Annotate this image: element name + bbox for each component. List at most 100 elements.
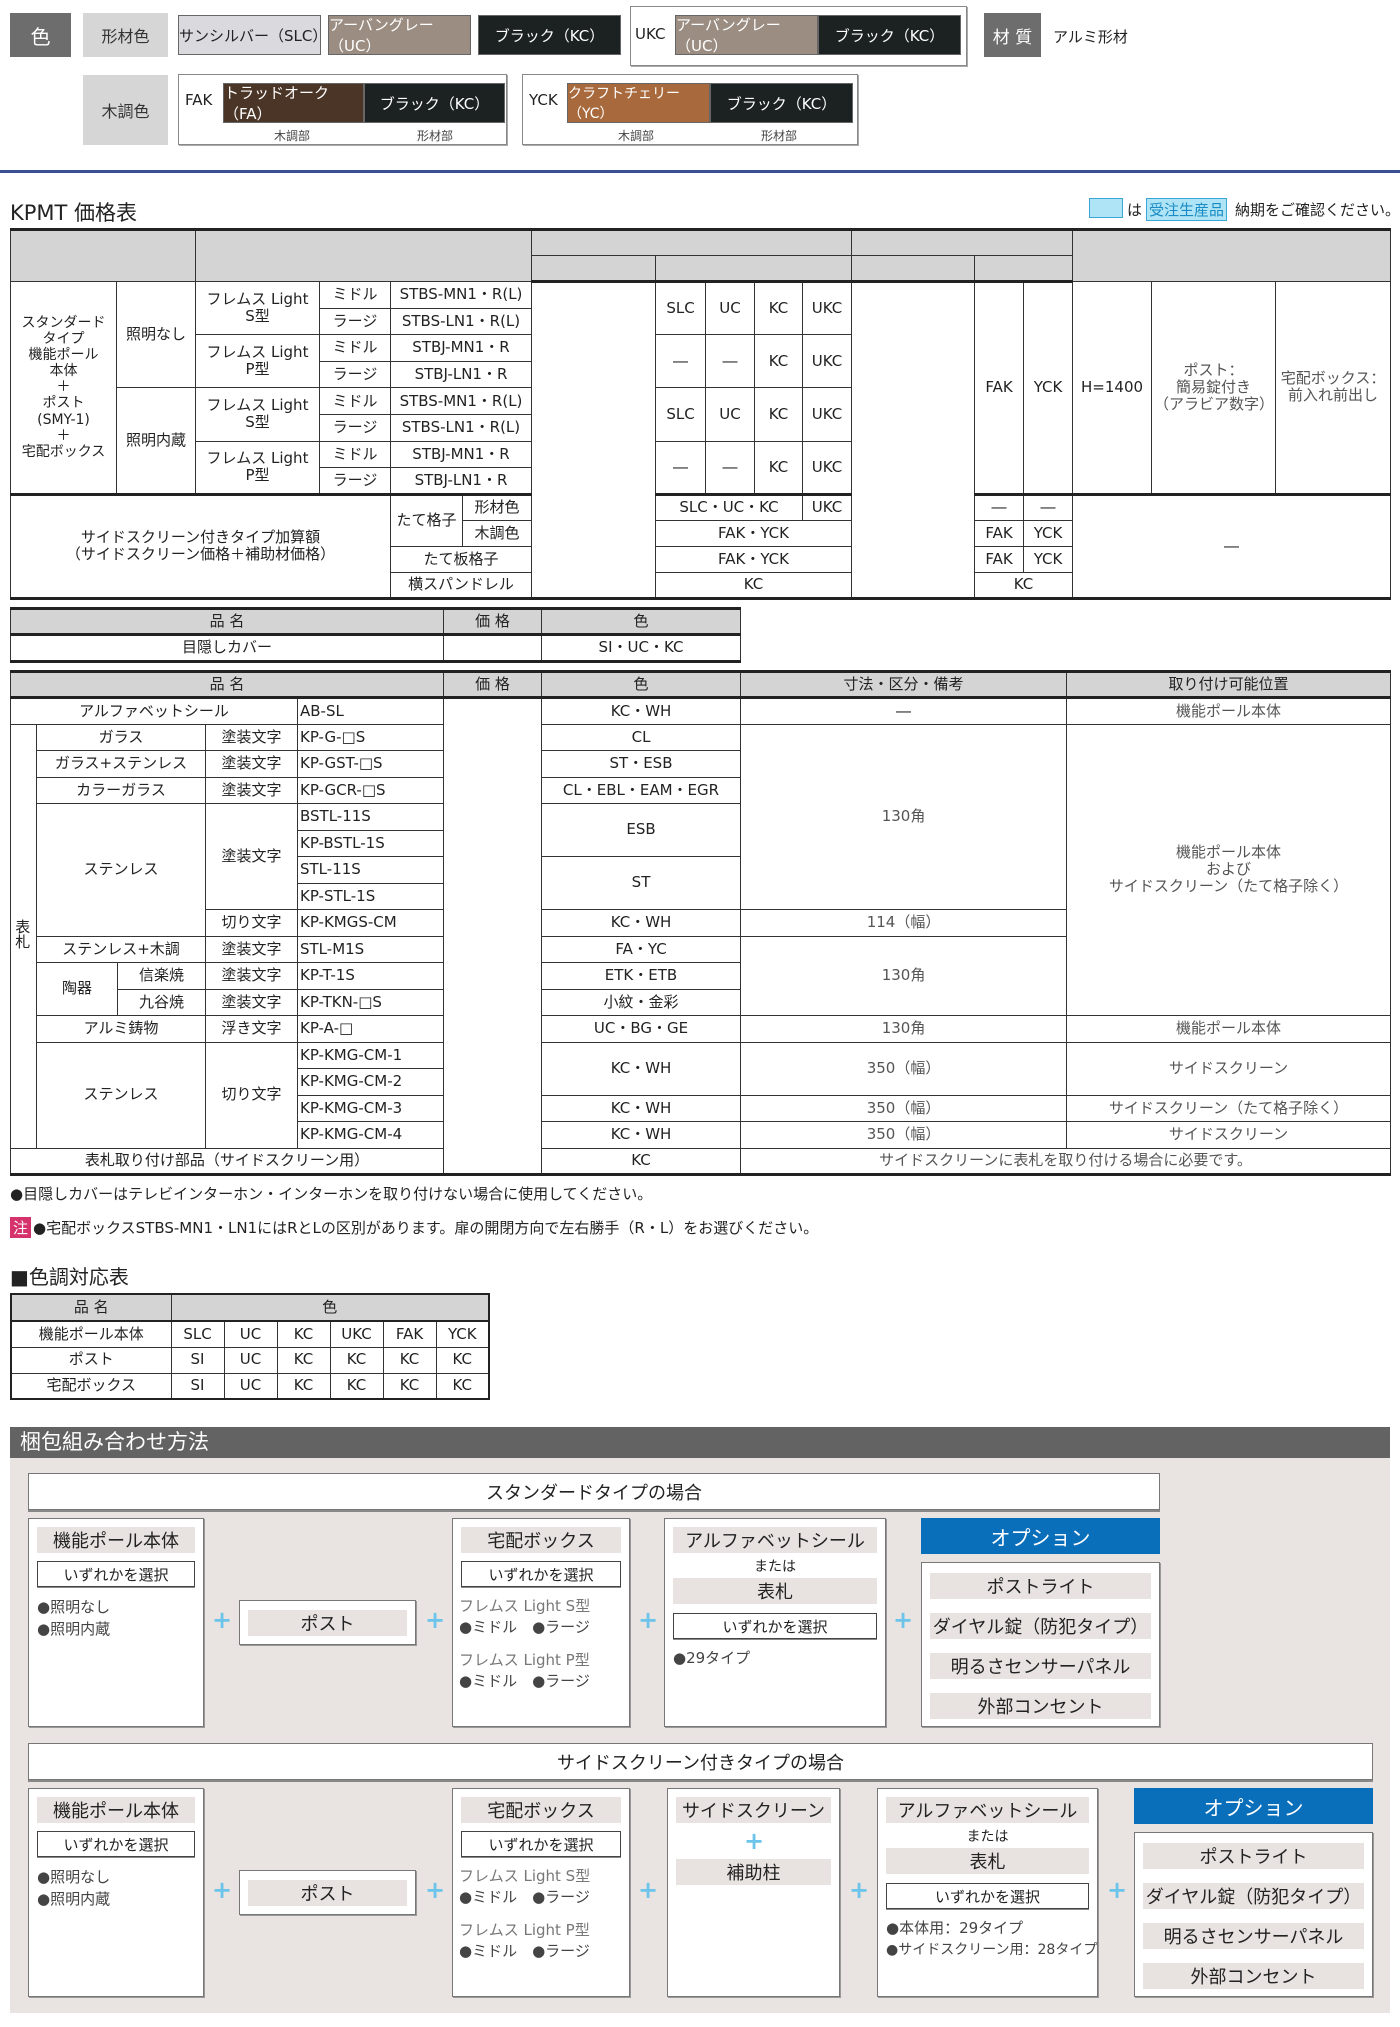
model-code: STBS-LN1・R(L) [390, 307, 532, 336]
color-cell: CL [541, 723, 742, 751]
yck-frame-part: 形材部 [761, 129, 798, 143]
tone-table: 品 名色 機能ポール本体 SLC UC KC UKC FAK YCK ポスト SI UC KC KC… [10, 1293, 491, 1400]
color-cell: FAK [974, 545, 1024, 573]
tone-cell: UC [223, 1372, 278, 1400]
color-cell: ETK・ETB [541, 962, 742, 990]
post-note-cell: ポスト： 簡易錠付き （アラビア数字） [1151, 281, 1277, 495]
lettering-cell: 塗装文字 [205, 962, 298, 990]
tone-cell: UKC [329, 1320, 384, 1348]
plus-icon: + [425, 1606, 446, 1634]
spec-cell: 130角 [740, 723, 1068, 910]
wood-price-cell [851, 281, 975, 599]
alphabet-select: いずれかを選択 [886, 1883, 1089, 1909]
color-cell: SLC・UC・KC [655, 493, 803, 521]
tone-row-name: 機能ポール本体 [10, 1320, 172, 1348]
model-code: KP-KMG-CM-3 [296, 1094, 445, 1122]
header-delivery-box [195, 229, 532, 282]
model-code: KP-KMG-CM-1 [296, 1041, 445, 1069]
model-code: KP-A-□ [296, 1015, 445, 1043]
spec-cell: 130角 [740, 1015, 1068, 1043]
header-name: 品 名 [10, 1293, 172, 1322]
color-cell: ― [705, 334, 755, 389]
nameplate-title: 表札 [886, 1848, 1089, 1874]
model-code: KP-TKN-□S [296, 988, 445, 1016]
legend-text: 納期をご確認ください。 [1235, 201, 1400, 219]
model-s-cell: フレムス Light S型 [195, 280, 320, 336]
color-cell: KC [655, 571, 852, 599]
option-box: ポストライト ダイヤル錠（防犯タイプ） 明るさセンサーパネル 外部コンセント [921, 1562, 1160, 1727]
alphabet-box: アルファベットシール または 表札 いずれかを選択 ●29タイプ [664, 1518, 886, 1727]
yck-code: YCK [529, 91, 558, 109]
box-note-cell: 宅配ボックス： 前入れ前出し [1275, 281, 1392, 495]
item-subname: 九谷焼 [117, 988, 206, 1016]
post-title: ポスト [248, 1610, 407, 1636]
color-cell: ― [655, 440, 706, 495]
tone-cell: YCK [435, 1320, 490, 1348]
tone-cell: KC [382, 1372, 437, 1400]
plus-icon: + [212, 1606, 233, 1634]
swatch-ukc-kc: ブラック（KC） [818, 15, 961, 55]
aux-post-title: 補助柱 [676, 1859, 831, 1885]
color-cell: KC [754, 387, 803, 442]
tone-cell: KC [276, 1372, 331, 1400]
vertical-board-lattice-cell: たて板格子 [390, 545, 532, 573]
box-p-type: フレムス Light P型 [459, 1651, 590, 1669]
color-cell: KC・WH [541, 909, 742, 937]
caution-badge: 注 [10, 1217, 32, 1238]
delivery-box-select: いずれかを選択 [461, 1561, 621, 1587]
color-section-label: 色 [10, 13, 71, 57]
model-code: STBJ-MN1・R [390, 440, 532, 469]
color-cell: ― [655, 334, 706, 389]
side-screen-type-banner: サイドスクリーン付きタイプの場合 [28, 1743, 1373, 1780]
model-code: KP-T-1S [296, 962, 445, 990]
swatch-uc: アーバングレー（UC） [328, 15, 471, 55]
color-cell: YCK [1022, 545, 1074, 573]
header-ext-color [655, 255, 852, 283]
size-cell: ミドル [319, 281, 391, 309]
post-title: ポスト [248, 1880, 407, 1906]
lettering-cell: 塗装文字 [205, 750, 298, 778]
pole-option: ●照明なし [37, 1598, 111, 1616]
yck-wood-part: 木調部 [618, 129, 655, 143]
fak-group: FAK トラッドオーク（FA） ブラック（KC） 木調部 形材部 [178, 74, 507, 145]
header-spec: 寸法・区分・備考 [740, 671, 1068, 699]
color-cell: CL・EBL・EAM・EGR [541, 776, 742, 804]
color-cell: ― [705, 440, 755, 495]
color-cell: FAK・YCK [655, 545, 852, 573]
lettering-cell: 塗装文字 [205, 988, 298, 1016]
tone-cell: KC [276, 1346, 331, 1374]
header-name: 品 名 [9, 671, 445, 699]
tone-cell: KC [435, 1346, 490, 1374]
color-cell: KC・WH [541, 1041, 742, 1096]
box-sizes: ●ミドル ●ラージ [459, 1888, 590, 1906]
model-p-cell: フレムス Light P型 [195, 334, 320, 389]
spec-cell: サイドスクリーンに表札を取り付ける場合に必要です。 [740, 1147, 1392, 1175]
tone-cell: UC [223, 1346, 278, 1374]
alphabet-note: ●29タイプ [673, 1649, 751, 1667]
color-cell: UKC [802, 440, 852, 495]
model-code: STBJ-LN1・R [390, 360, 532, 389]
option-header: オプション [1134, 1788, 1373, 1824]
color-cell: KC・WH [541, 697, 742, 725]
color-cell: KC・WH [541, 1094, 742, 1122]
model-code: STBS-LN1・R(L) [390, 413, 532, 442]
spandrel-cell: 横スパンドレル [390, 571, 532, 599]
post-box: ポスト [239, 1600, 416, 1645]
made-to-order-tag: 受注生産品 [1146, 198, 1228, 221]
color-cell: ― [1022, 493, 1074, 521]
no-light-cell: 照明なし [116, 280, 196, 389]
header-wood-price [851, 255, 975, 283]
nameplate-title: 表札 [673, 1578, 877, 1604]
header-color: 色 [541, 608, 741, 636]
position-cell: 機能ポール本体 および サイドスクリーン（たて格子除く） [1066, 723, 1392, 1016]
header-name [10, 229, 196, 282]
position-cell: サイドスクリーン（たて格子除く） [1066, 1094, 1392, 1122]
nameplate-table: 品 名 価 格 色 寸法・区分・備考 取り付け可能位置 アルファベットシール A… [9, 670, 1392, 1176]
color-cell: KC [754, 334, 803, 389]
color-cell: KC [754, 440, 803, 495]
item-name: ステンレス [36, 803, 206, 937]
color-cell: UKC [802, 387, 852, 442]
model-code: KP-G-□S [296, 723, 445, 751]
swatch-slc: サンシルバー（SLC） [178, 15, 327, 55]
delivery-box-title: 宅配ボックス [461, 1527, 621, 1553]
